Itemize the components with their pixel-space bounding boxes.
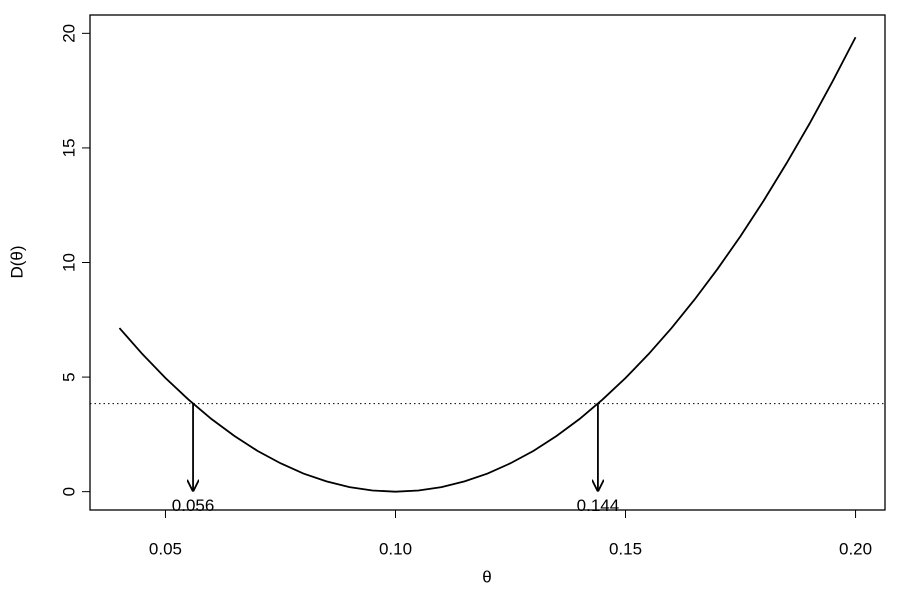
x-tick-label: 0.05: [149, 539, 182, 558]
y-tick-label: 5: [59, 372, 78, 381]
y-tick-label: 15: [59, 138, 78, 157]
plot-frame: [89, 14, 886, 511]
y-tick-label: 0: [59, 487, 78, 496]
y-axis-label: D(θ): [7, 245, 26, 278]
x-tick-label: 0.15: [609, 539, 642, 558]
x-axis-label: θ: [482, 567, 491, 586]
curve: [118, 36, 857, 493]
x-tick-label: 0.20: [839, 539, 872, 558]
x-tick-label: 0.10: [379, 539, 412, 558]
annotation-label: 0.056: [172, 496, 215, 515]
y-tick-label: 20: [59, 24, 78, 43]
y-tick-label: 10: [59, 253, 78, 272]
annotation-label: 0.144: [577, 496, 620, 515]
